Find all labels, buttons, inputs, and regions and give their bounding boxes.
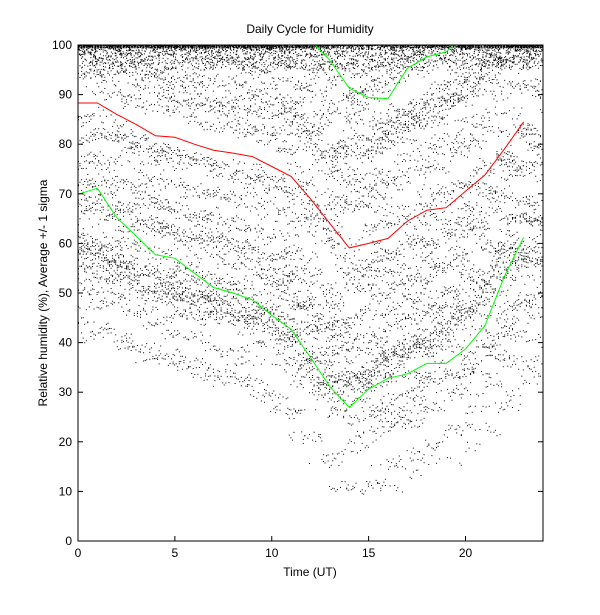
y-axis-label: Relative humidity (%), Average +/- 1 sig…: [36, 179, 50, 406]
y-tick-label: 30: [59, 385, 73, 399]
average-line: [78, 102, 525, 249]
x-axis-label: Time (UT): [283, 565, 337, 579]
chart-title: Daily Cycle for Humidity: [246, 22, 373, 36]
y-tick-label: 60: [59, 236, 73, 250]
y-tick-label: 80: [59, 137, 73, 151]
y-tick-label: 20: [59, 435, 73, 449]
x-tick-label: 15: [362, 546, 376, 560]
lower-sigma-line: [78, 187, 525, 409]
y-tick-label: 90: [59, 88, 73, 102]
observation-dots: [78, 45, 543, 495]
y-tick-label: 10: [59, 484, 73, 498]
y-tick-label: 70: [59, 187, 73, 201]
y-tick-label: 40: [59, 336, 73, 350]
y-tick-label: 50: [59, 286, 73, 300]
x-tick-label: 0: [75, 546, 82, 560]
x-tick-label: 20: [459, 546, 473, 560]
upper-sigma-line: [314, 45, 455, 100]
x-tick-label: 5: [172, 546, 179, 560]
y-tick-label: 100: [52, 38, 72, 52]
y-tick-label: 0: [65, 534, 72, 548]
x-tick-label: 10: [265, 546, 279, 560]
